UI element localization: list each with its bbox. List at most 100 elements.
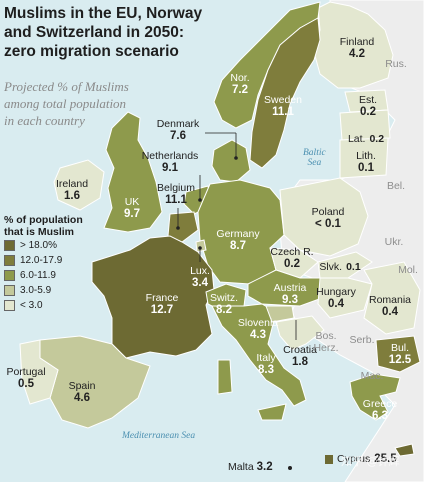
legend: % of population that is Muslim > 18.0% 1… <box>4 214 83 313</box>
country-value: 0.4 <box>382 306 398 318</box>
subtitle-line-1: Projected % of Muslims <box>4 79 129 94</box>
legend-label: 6.0-11.9 <box>20 270 56 281</box>
denmark-marker <box>234 156 238 160</box>
legend-label: > 18.0% <box>20 240 57 251</box>
label-serbia: Serb. <box>349 334 375 346</box>
title-line-2: and Switzerland in 2050: <box>4 24 185 41</box>
sardinia-region <box>217 359 233 395</box>
czech-region <box>269 247 319 279</box>
denmark-region <box>211 139 251 183</box>
legend-title-line-2: that is Muslim <box>4 226 75 238</box>
country-name: Lux. <box>190 265 210 277</box>
malta-dot <box>288 466 292 470</box>
country-name: Germany <box>216 228 260 240</box>
netherlands-marker <box>198 198 202 202</box>
country-name: Greece <box>362 398 398 410</box>
country-value: < 0.1 <box>315 218 341 230</box>
country-name: Slovenia <box>237 317 279 329</box>
legend-item: 3.0-5.9 <box>4 283 83 298</box>
label-herz: Herz. <box>313 342 339 354</box>
legend-swatch <box>4 300 15 311</box>
country-name: Slvk. <box>319 261 343 273</box>
country-value: 8.3 <box>257 364 274 376</box>
country-value: 0.5 <box>17 378 34 390</box>
legend-swatch <box>4 255 15 266</box>
legend-item: > 18.0% <box>4 238 83 253</box>
portugal-region <box>19 339 59 405</box>
country-value: 9.1 <box>162 162 178 174</box>
bulgaria-region <box>375 335 421 373</box>
country-value: 0.2 <box>369 133 385 145</box>
label-luxembourg: Lux. 3.4 <box>190 265 210 289</box>
label-germany: Germany 8.7 <box>216 228 259 252</box>
subtitle-line-3: in each country <box>4 113 85 128</box>
country-name: Romania <box>368 294 412 306</box>
label-ukraine: Ukr. <box>384 236 404 248</box>
country-name: Lith. <box>356 150 376 162</box>
hungary-region <box>317 277 373 319</box>
uk-region <box>103 111 163 233</box>
country-name: Nor. <box>230 72 250 84</box>
label-mediterranean-sea: Mediterranean Sea <box>122 431 196 441</box>
label-poland: Poland < 0.1 <box>312 206 345 230</box>
slovenia-region <box>265 305 295 323</box>
map-title: Muslims in the EU, Norway and Switzerlan… <box>4 4 219 61</box>
label-italy: Italy 8.3 <box>256 352 275 376</box>
romania-region <box>363 261 421 335</box>
country-name: UK <box>124 196 140 208</box>
legend-title-line-1: % of population <box>4 214 83 226</box>
country-value: 4.3 <box>250 329 266 341</box>
belgium-region <box>167 211 199 243</box>
subtitle-line-2: among total population <box>4 96 127 111</box>
country-value: 11.1 <box>272 106 294 118</box>
country-name: Austria <box>273 282 307 294</box>
country-name: Czech R. <box>270 246 314 258</box>
country-value: 4.6 <box>73 392 90 404</box>
label-netherlands: Netherlands 9.1 <box>142 150 199 174</box>
country-name: Est. <box>358 94 378 106</box>
label-cyprus: Cyprus 25.5 <box>325 453 397 465</box>
sweden-region <box>249 17 321 169</box>
legend-label: 12.0-17.9 <box>20 255 63 266</box>
label-malta: Malta 3.2 <box>228 461 273 473</box>
country-name: Bul. <box>390 342 410 354</box>
legend-title: % of population that is Muslim <box>4 214 83 238</box>
country-value: 3.4 <box>191 277 208 289</box>
country-value: 8.7 <box>230 240 246 252</box>
country-value: 25.5 <box>374 453 397 465</box>
label-bosnia: Bos. <box>315 330 337 342</box>
legend-swatch <box>4 285 15 296</box>
luxembourg-region <box>195 239 207 253</box>
france-region <box>91 235 215 359</box>
slovakia-region <box>317 251 373 279</box>
luxembourg-marker <box>198 246 202 250</box>
latvia-region <box>339 109 391 141</box>
country-value: 0.2 <box>284 258 300 270</box>
legend-swatch <box>4 240 15 251</box>
country-name: Ireland <box>55 178 89 190</box>
country-value: 0.2 <box>360 106 376 118</box>
country-name: Switz. <box>209 292 239 304</box>
map-subtitle: Projected % of Muslims among total popul… <box>4 78 174 129</box>
country-name: Italy <box>256 352 276 364</box>
sea-line: Sea <box>307 158 322 168</box>
legend-item: < 3.0 <box>4 298 83 313</box>
country-name: Belgium <box>157 182 195 194</box>
legend-item: 6.0-11.9 <box>4 268 83 283</box>
label-latvia: Lat. 0.2 <box>348 133 384 145</box>
country-name: Poland <box>311 206 345 218</box>
label-portugal: Portugal 0.5 <box>6 366 45 390</box>
sicily-region <box>257 403 287 421</box>
country-value: 1.6 <box>63 190 80 202</box>
label-sweden: Sweden 11.1 <box>264 94 302 118</box>
label-estonia: Est. 0.2 <box>359 94 377 118</box>
legend-item: 12.0-17.9 <box>4 253 83 268</box>
country-value: 0.4 <box>327 298 344 310</box>
greece-region <box>349 373 401 421</box>
label-lithuania: Lith. 0.1 <box>356 150 376 174</box>
country-value: 4.2 <box>348 48 365 60</box>
lithuania-region <box>339 137 389 179</box>
legend-swatch <box>4 270 15 281</box>
belgium-marker <box>176 226 180 230</box>
